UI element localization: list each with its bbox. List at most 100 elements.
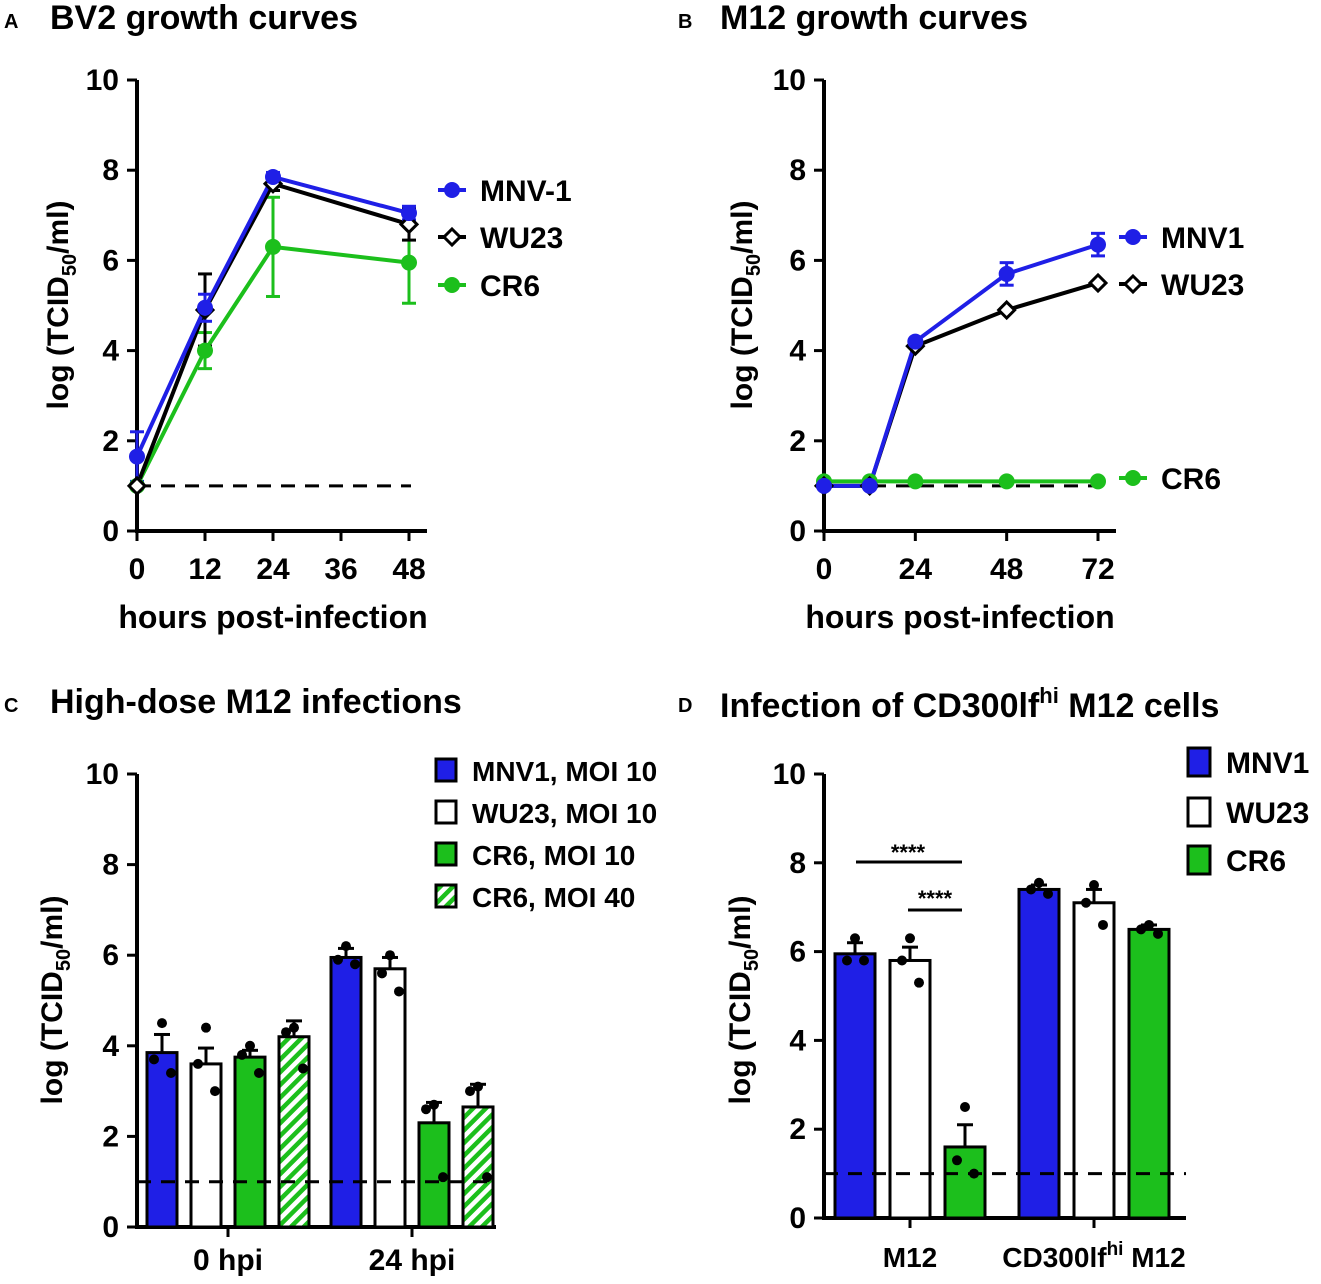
panel-d-bar bbox=[943, 1145, 987, 1220]
panel-c-title: High-dose M12 infections bbox=[50, 683, 462, 721]
panel-b-y-tick-label: 0 bbox=[789, 515, 806, 548]
panel-b-data-point bbox=[861, 477, 878, 494]
panel-b-data-point bbox=[1090, 236, 1106, 253]
panel-a-x-tick-label: 12 bbox=[188, 553, 221, 586]
panel-d-replicate-point bbox=[952, 1155, 962, 1166]
panel-b-data-point bbox=[998, 265, 1015, 282]
panel-c-replicate-point bbox=[394, 986, 404, 997]
panel-d-replicate-point bbox=[1153, 928, 1163, 939]
panel-a-series-line bbox=[135, 174, 410, 458]
panel-c-y-tick-label: 8 bbox=[102, 849, 119, 882]
panel-a-legend-marker bbox=[444, 182, 460, 198]
panel-d-y-tick-label: 4 bbox=[789, 1024, 806, 1057]
panel-d-legend-swatch bbox=[1186, 844, 1212, 876]
panel-b-xlabel: hours post-infection bbox=[805, 599, 1114, 635]
panel-d-category-1: CD300lfhi M12 bbox=[1002, 1239, 1185, 1273]
panel-d-y-tick-label: 8 bbox=[789, 847, 806, 880]
panel-c-legend-label: MNV1, MOI 10 bbox=[472, 756, 657, 787]
panel-a-legend-label: MNV-1 bbox=[480, 175, 572, 208]
panel-d-legend-swatch bbox=[1186, 796, 1212, 828]
panel-a-x-tick-label: 24 bbox=[256, 553, 290, 586]
panel-b-x-tick-label: 0 bbox=[816, 553, 833, 586]
panel-c-replicate-point bbox=[341, 941, 351, 952]
panel-d-replicate-point bbox=[1098, 919, 1108, 930]
panel-a-x-tick-label: 0 bbox=[129, 553, 146, 586]
panel-d-bar bbox=[1072, 901, 1116, 1220]
panel-c-bar bbox=[329, 955, 363, 1229]
panel-d-y-tick-label: 10 bbox=[773, 758, 806, 791]
panel-a-series-line bbox=[135, 181, 410, 487]
panel-d-replicate-point bbox=[905, 933, 915, 944]
panel-c-replicate-point bbox=[482, 1172, 492, 1183]
panel-b-legend-label: MNV1 bbox=[1161, 222, 1244, 255]
panel-d-replicate-point bbox=[859, 955, 869, 966]
panel-c-replicate-point bbox=[201, 1022, 211, 1033]
panel-d-y-tick-label: 2 bbox=[789, 1113, 806, 1146]
panel-c-legend-swatch bbox=[434, 757, 458, 783]
panel-d-legend-label: MNV1 bbox=[1226, 747, 1309, 780]
panel-a-data-point bbox=[197, 342, 213, 359]
panel-c-replicate-point bbox=[254, 1067, 264, 1078]
panel-b-series-line bbox=[824, 281, 1099, 488]
panel-d-replicate-point bbox=[1144, 919, 1154, 930]
panel-a-legend-label: CR6 bbox=[480, 270, 540, 303]
panel-d-signif-2: **** bbox=[918, 886, 953, 911]
panel-d-replicate-point bbox=[1081, 897, 1091, 908]
panel-c-bar bbox=[233, 1055, 267, 1229]
panel-d-legend-label: WU23 bbox=[1226, 797, 1309, 830]
panel-d-replicate-point bbox=[1136, 924, 1146, 935]
panel-b-legend-marker bbox=[1125, 229, 1141, 245]
panel-c-replicate-point bbox=[210, 1086, 220, 1097]
panel-a-data-point bbox=[401, 254, 417, 271]
panel-a-data-point bbox=[129, 448, 145, 465]
panel-d-legend-label: CR6 bbox=[1226, 845, 1286, 878]
panel-c-bar bbox=[461, 1105, 495, 1229]
panel-c-category-0: 0 hpi bbox=[193, 1244, 263, 1277]
panel-b-title: M12 growth curves bbox=[720, 0, 1028, 37]
panel-b-data-point bbox=[1090, 473, 1106, 490]
panel-c-category-1: 24 hpi bbox=[369, 1244, 456, 1277]
panel-d-replicate-point bbox=[1043, 888, 1053, 899]
panel-d-y-tick-label: 6 bbox=[789, 936, 806, 969]
panel-a-data-point bbox=[126, 475, 148, 497]
panel-b-y-tick-label: 2 bbox=[789, 425, 806, 458]
panel-b-legend-marker bbox=[1125, 470, 1141, 486]
panel-c-replicate-point bbox=[377, 968, 387, 979]
panel-a-legend-label: WU23 bbox=[480, 222, 563, 255]
panel-a-legend-marker bbox=[444, 277, 460, 293]
panel-d-replicate-point bbox=[960, 1102, 970, 1112]
panel-d-legend-swatch bbox=[1186, 746, 1212, 778]
panel-c-replicate-point bbox=[289, 1022, 299, 1033]
panel-d-category-0: M12 bbox=[883, 1242, 937, 1273]
panel-a-y-tick-label: 10 bbox=[86, 64, 119, 97]
panel-a-data-point bbox=[401, 205, 417, 222]
panel-b-legend-label: WU23 bbox=[1161, 269, 1244, 302]
panel-b-y-tick-label: 6 bbox=[789, 244, 806, 277]
panel-a-y-tick-label: 6 bbox=[102, 244, 119, 277]
panel-a-y-tick-label: 0 bbox=[102, 515, 119, 548]
panel-c-replicate-point bbox=[333, 954, 343, 965]
panel-a-y-tick-label: 2 bbox=[102, 425, 119, 458]
panel-b-y-tick-label: 4 bbox=[789, 335, 806, 368]
panel-b-x-tick-label: 72 bbox=[1081, 553, 1114, 586]
panel-b-x-tick-label: 48 bbox=[990, 553, 1023, 586]
panel-a-y-tick-label: 4 bbox=[102, 335, 119, 368]
panel-b-data-point bbox=[907, 473, 924, 490]
panel-c-bar bbox=[145, 1051, 179, 1229]
panel-a-y-tick-label: 8 bbox=[102, 154, 119, 187]
panel-c-bar bbox=[373, 967, 407, 1229]
panel-b-legend-label: CR6 bbox=[1161, 463, 1221, 496]
panel-c-legend-label: CR6, MOI 40 bbox=[472, 882, 635, 913]
panel-b-data-point bbox=[907, 333, 924, 350]
panel-c-replicate-point bbox=[166, 1067, 176, 1078]
panel-b-y-tick-label: 8 bbox=[789, 154, 806, 187]
panel-c-replicate-point bbox=[157, 1018, 167, 1029]
panel-d-replicate-point bbox=[1034, 877, 1044, 888]
panel-c-replicate-point bbox=[245, 1040, 255, 1051]
panel-b-legend-marker bbox=[1122, 273, 1144, 295]
panel-c-replicate-point bbox=[385, 950, 395, 961]
panel-d-title-main: Infection of CD300lf bbox=[720, 687, 1040, 725]
panel-c-y-tick-label: 0 bbox=[102, 1211, 119, 1244]
panel-c-ylabel: log (TCID50/ml) bbox=[36, 896, 75, 1105]
